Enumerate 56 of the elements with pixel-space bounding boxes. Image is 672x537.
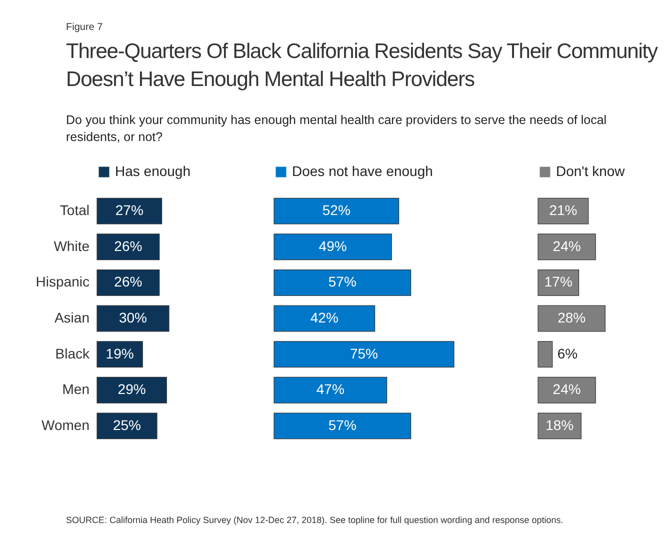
series-label: Does not have enough bbox=[292, 163, 433, 179]
bar bbox=[274, 234, 392, 260]
bar bbox=[274, 412, 412, 440]
data-label: 18% bbox=[546, 416, 574, 433]
y-tick-label: Men bbox=[62, 381, 90, 398]
data-label: 30% bbox=[118, 310, 148, 326]
bar bbox=[274, 376, 388, 404]
caption: Figure 7 bbox=[66, 22, 103, 33]
bar bbox=[538, 269, 580, 296]
bar bbox=[538, 198, 589, 224]
bar bbox=[538, 341, 553, 368]
y-tick-label: Women bbox=[42, 416, 90, 433]
data-label: 42% bbox=[310, 310, 338, 326]
data-label: 24% bbox=[552, 381, 581, 398]
source-note: SOURCE: California Heath Policy Survey (Nov 12-Dec 27, 2018). See topline for full question wording and response options. bbox=[66, 515, 564, 525]
bar bbox=[538, 305, 606, 332]
y-tick-label: Asian bbox=[54, 310, 90, 326]
data-label: 17% bbox=[544, 274, 572, 290]
legend-label: Don't know bbox=[556, 163, 626, 180]
data-label: 28% bbox=[558, 310, 586, 326]
data-label: 57% bbox=[328, 416, 356, 433]
bar bbox=[96, 305, 170, 332]
series-label: Has enough bbox=[115, 163, 191, 179]
bar bbox=[96, 412, 158, 440]
text: Do you think your community has enough mental health care providers to serve the needs of local residents, or not? bbox=[66, 112, 608, 146]
bar bbox=[538, 412, 582, 440]
bar bbox=[274, 341, 454, 368]
data-label: 26% bbox=[114, 238, 142, 254]
data-label: 25% bbox=[112, 416, 142, 433]
data-label: 19% bbox=[106, 345, 134, 362]
y-tick-label: Hispanic bbox=[36, 274, 90, 290]
data-label: 29% bbox=[118, 381, 146, 398]
y-tick-label: Black bbox=[55, 345, 90, 362]
bar bbox=[538, 234, 596, 260]
data-label: 75% bbox=[350, 345, 378, 362]
bar bbox=[274, 198, 400, 224]
bar bbox=[274, 305, 376, 332]
bar bbox=[96, 341, 143, 368]
data-label: 57% bbox=[328, 274, 356, 290]
bar bbox=[96, 234, 160, 260]
text: Three-Quarters Of Black California Residents Say Their Community Doesn’t Have Enough Mental Health Providers bbox=[66, 39, 659, 93]
data-label: 52% bbox=[322, 202, 350, 218]
bar bbox=[96, 198, 162, 224]
data-label: 6% bbox=[557, 345, 578, 362]
bar bbox=[96, 269, 160, 296]
y-tick-label: White bbox=[54, 238, 90, 254]
data-label: 27% bbox=[115, 202, 144, 218]
bar bbox=[96, 376, 167, 404]
data-label: 26% bbox=[114, 274, 142, 290]
data-label: 24% bbox=[552, 238, 581, 254]
data-label: 21% bbox=[549, 202, 578, 218]
data-label: 49% bbox=[318, 238, 347, 254]
y-tick-label: Total bbox=[60, 202, 90, 218]
bar bbox=[274, 269, 412, 296]
data-label: 47% bbox=[316, 381, 344, 398]
bar bbox=[538, 376, 596, 404]
